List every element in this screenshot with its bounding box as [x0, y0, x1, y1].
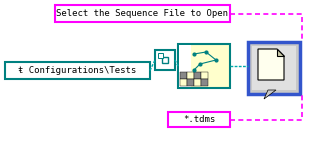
Text: ŧ Configurations\Tests: ŧ Configurations\Tests [18, 66, 137, 75]
Bar [158, 53, 163, 58]
Bar [168, 112, 230, 127]
Bar [180, 72, 187, 79]
Bar [187, 72, 194, 79]
Bar [180, 79, 187, 86]
Bar [187, 79, 194, 86]
Polygon shape [264, 90, 276, 99]
Bar [5, 62, 150, 79]
Polygon shape [277, 49, 284, 56]
Bar [201, 79, 208, 86]
Bar [55, 5, 230, 22]
Bar [194, 79, 201, 86]
Bar [155, 50, 175, 70]
Bar [179, 45, 191, 87]
Bar [194, 72, 201, 79]
Bar [252, 46, 296, 90]
Bar [248, 42, 300, 94]
Text: *.tdms: *.tdms [183, 115, 215, 124]
Bar [162, 57, 168, 63]
Polygon shape [258, 49, 284, 80]
Bar [201, 72, 208, 79]
Bar [178, 44, 230, 88]
Text: Select the Sequence File to Open: Select the Sequence File to Open [56, 9, 229, 18]
